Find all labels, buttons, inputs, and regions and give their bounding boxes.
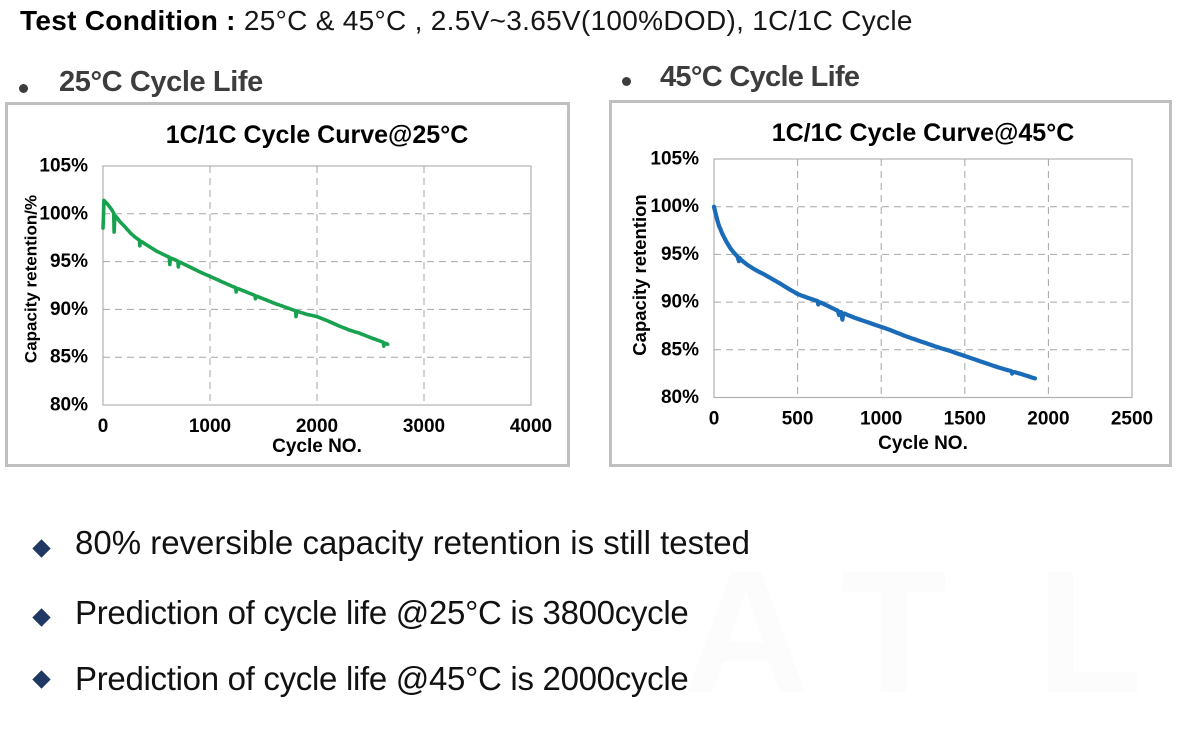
svg-text:0: 0 bbox=[98, 416, 109, 437]
svg-text:1C/1C Cycle Curve@25°C: 1C/1C Cycle Curve@25°C bbox=[166, 121, 469, 149]
svg-text:0: 0 bbox=[709, 409, 720, 430]
svg-text:1000: 1000 bbox=[860, 409, 902, 430]
svg-text:500: 500 bbox=[782, 409, 814, 430]
svg-text:1C/1C Cycle Curve@45°C: 1C/1C Cycle Curve@45°C bbox=[772, 119, 1075, 147]
svg-text:85%: 85% bbox=[50, 347, 88, 368]
svg-text:100%: 100% bbox=[650, 196, 699, 217]
svg-text:85%: 85% bbox=[661, 339, 699, 360]
svg-text:4000: 4000 bbox=[510, 416, 552, 437]
svg-text:2000: 2000 bbox=[1027, 409, 1069, 430]
svg-text:90%: 90% bbox=[661, 292, 699, 313]
svg-text:95%: 95% bbox=[661, 244, 699, 265]
svg-text:1500: 1500 bbox=[944, 409, 986, 430]
svg-text:2500: 2500 bbox=[1111, 409, 1153, 430]
svg-text:95%: 95% bbox=[50, 251, 88, 272]
svg-text:80%: 80% bbox=[50, 395, 88, 416]
svg-text:Capacity retention: Capacity retention bbox=[629, 194, 650, 355]
svg-text:2000: 2000 bbox=[296, 416, 338, 437]
svg-text:100%: 100% bbox=[39, 203, 88, 224]
svg-text:Cycle NO.: Cycle NO. bbox=[272, 436, 362, 457]
svg-text:1000: 1000 bbox=[189, 416, 231, 437]
svg-text:90%: 90% bbox=[50, 299, 88, 320]
svg-text:80%: 80% bbox=[661, 387, 699, 408]
svg-text:Cycle NO.: Cycle NO. bbox=[878, 433, 968, 454]
svg-text:105%: 105% bbox=[650, 149, 699, 170]
svg-text:3000: 3000 bbox=[403, 416, 445, 437]
svg-text:105%: 105% bbox=[39, 156, 88, 177]
svg-text:Capacity retention/%: Capacity retention/% bbox=[22, 195, 41, 363]
